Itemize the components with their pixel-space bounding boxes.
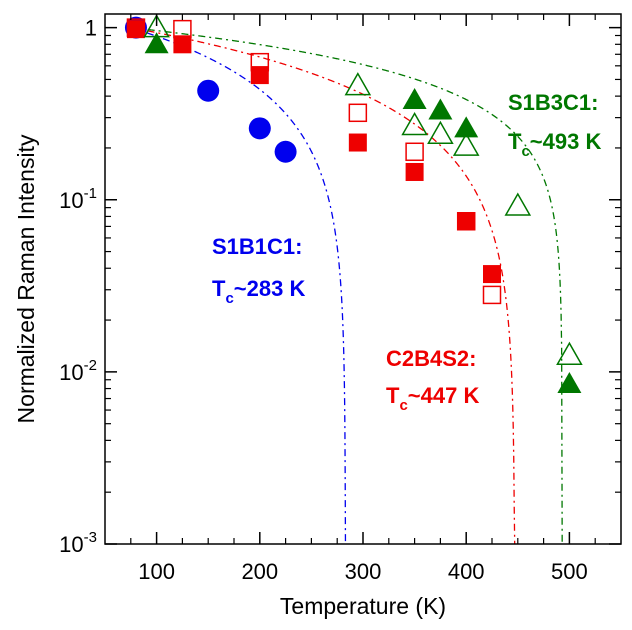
annotation-s1b1c1-tc-sub: c xyxy=(225,290,233,307)
data-point-c2b4s2 xyxy=(126,20,145,39)
y-tick-label: 10-2 xyxy=(59,357,97,385)
data-point-c2b4s2-open xyxy=(348,103,368,123)
fit-curves xyxy=(130,26,563,545)
x-axis-title: Temperature (K) xyxy=(280,593,446,619)
data-point-c2b4s2 xyxy=(457,212,476,231)
data-point-s1b1c1 xyxy=(248,117,271,140)
axis-ticks: 100 200 300 400 500 1 10-1 10-2 10-3 xyxy=(59,14,621,584)
annotation-s1b1c1-tc-value: ~283 K xyxy=(234,276,306,301)
data-point-c2b4s2 xyxy=(483,265,501,284)
data-point-s1b1c1 xyxy=(274,140,297,163)
x-tick-label: 100 xyxy=(138,559,175,584)
annotation-s1b3c1-tc-value: ~493 K xyxy=(530,129,602,154)
data-point-s1b3c1-open xyxy=(504,192,532,216)
x-tick-label: 300 xyxy=(345,559,382,584)
data-point-s1b3c1 xyxy=(144,32,169,54)
data-point-c2b4s2 xyxy=(405,162,424,181)
annotation-c2b4s2-name: C2B4S2: xyxy=(386,346,476,371)
y-tick-label: 10-1 xyxy=(59,185,97,213)
data-point-c2b4s2-open xyxy=(173,19,192,39)
fit-curve-s1b3c1 xyxy=(130,26,563,545)
annotation-c2b4s2-tc: Tc~447 K xyxy=(386,383,479,414)
annotation-c2b4s2-tc-value: ~447 K xyxy=(408,383,480,408)
data-point-c2b4s2-open xyxy=(250,52,270,72)
data-point-c2b4s2 xyxy=(250,66,269,85)
data-point-s1b3c1-open xyxy=(344,72,372,96)
annotation-s1b3c1-tc-prefix: T xyxy=(508,129,522,154)
annotation-c2b4s2-tc-sub: c xyxy=(399,397,407,414)
annotation-s1b3c1-tc: Tc~493 K xyxy=(508,129,601,160)
fit-curve-s1b1c1 xyxy=(130,27,347,545)
y-axis-title: Normalized Raman Intensity xyxy=(13,134,39,423)
fit-curve-c2b4s2 xyxy=(130,26,516,545)
data-point-s1b3c1-open xyxy=(427,120,454,145)
annotation-s1b3c1-name: S1B3C1: xyxy=(508,90,598,115)
x-tick-label: 200 xyxy=(241,559,278,584)
annotation-s1b3c1-tc-sub: c xyxy=(521,143,529,160)
data-point-s1b1c1 xyxy=(197,79,220,102)
data-point-s1b3c1-open xyxy=(401,111,428,136)
data-point-c2b4s2 xyxy=(173,35,192,54)
x-tick-label: 400 xyxy=(448,559,485,584)
data-point-c2b4s2 xyxy=(348,133,367,152)
annotation-s1b1c1-tc-prefix: T xyxy=(212,276,226,301)
data-point-s1b3c1-open xyxy=(143,14,170,38)
data-point-s1b3c1-open xyxy=(556,341,583,365)
data-point-s1b3c1 xyxy=(454,116,479,138)
data-point-s1b3c1 xyxy=(402,87,427,109)
data-point-c2b4s2-open xyxy=(482,285,502,305)
annotation-s1b1c1-tc: Tc~283 K xyxy=(212,276,305,307)
x-tick-label: 500 xyxy=(551,559,588,584)
data-point-c2b4s2-open xyxy=(456,212,476,231)
data-point-c2b4s2-open xyxy=(405,142,424,162)
data-point-c2b4s2-open xyxy=(126,18,146,37)
data-markers xyxy=(124,14,583,394)
data-point-s1b3c1 xyxy=(557,372,582,394)
annotation-s1b1c1-name: S1B1C1: xyxy=(212,234,302,259)
data-point-s1b3c1 xyxy=(428,98,453,120)
y-tick-label: 1 xyxy=(85,16,97,41)
y-tick-label: 10-3 xyxy=(59,529,97,557)
data-point-s1b3c1-open xyxy=(452,132,480,156)
annotation-c2b4s2-tc-prefix: T xyxy=(386,383,400,408)
